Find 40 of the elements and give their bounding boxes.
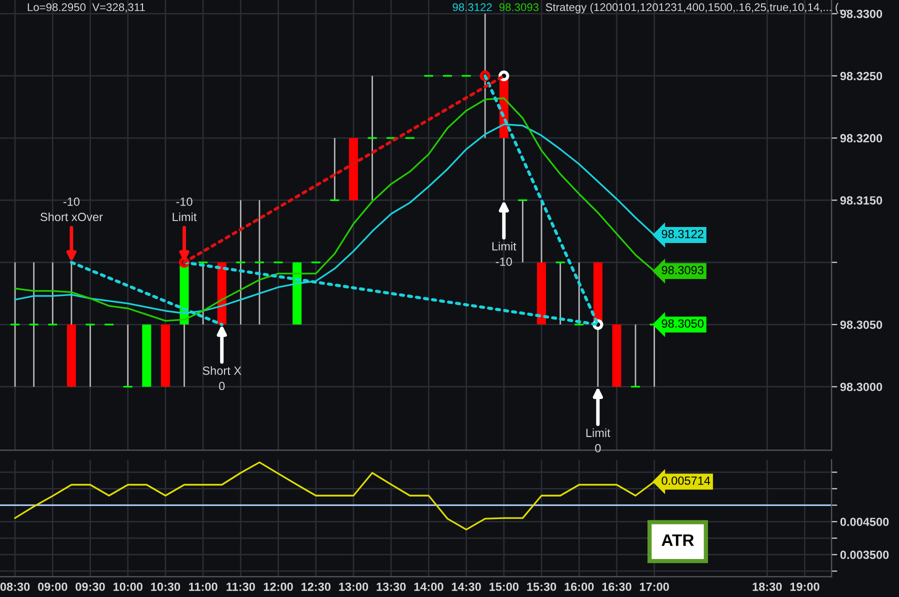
x-tick-label: 14:00 [414, 582, 444, 591]
data-label: 98.3122 [662, 230, 704, 238]
x-tick-label: 09:00 [38, 582, 68, 591]
annotation: -10 Limit [172, 198, 197, 222]
x-tick-label: 17:00 [640, 582, 669, 591]
annotation: Lo=98.2950 V=328,311 [28, 3, 145, 12]
x-tick-label: 18:30 [752, 582, 782, 591]
x-tick-label: 15:30 [527, 582, 556, 591]
y-tick-label: 98.3050 [840, 320, 882, 329]
y-tick-label: 98.3000 [840, 382, 882, 392]
annotation: Limit -10 [492, 242, 516, 266]
x-tick-label: 12:00 [264, 582, 293, 591]
y-tick-label: 98.3250 [840, 72, 882, 80]
x-tick-label: 12:30 [302, 582, 330, 591]
y-tick-label: 0.004500 [840, 518, 889, 526]
annotation: Limit 0 [586, 428, 610, 452]
x-tick-label: 11:30 [226, 582, 255, 591]
annotation: ATR [662, 534, 694, 546]
x-tick-label: 09:30 [76, 582, 105, 591]
text: 98.3050 [662, 319, 704, 328]
y-tick-label: 0.003500 [840, 550, 889, 560]
x-tick-label: 16:30 [602, 582, 632, 591]
x-tick-label: 13:00 [339, 582, 368, 591]
x-tick-label: 08:30 [0, 582, 30, 591]
x-tick-label: 10:00 [114, 582, 142, 591]
x-tick-label: 19:00 [790, 582, 820, 591]
x-tick-label: 13:30 [376, 582, 406, 591]
data-label: 0.005714 [662, 476, 710, 485]
text: 98.3122 [452, 3, 492, 12]
y-tick-label: 98.3150 [840, 196, 882, 205]
x-tick-label: 10:30 [151, 582, 180, 591]
data-label: 98.3093 [662, 266, 704, 274]
annotation: Short X 0 [202, 366, 242, 390]
x-tick-label: 16:00 [564, 582, 594, 591]
x-tick-label: 15:00 [490, 582, 519, 591]
text: 98.3093 [499, 3, 539, 12]
x-tick-label: 14:30 [452, 582, 481, 591]
x-tick-label: 11:00 [189, 582, 218, 591]
y-tick-label: 98.3200 [840, 134, 882, 142]
annotation: -10 Short xOver [40, 198, 103, 222]
